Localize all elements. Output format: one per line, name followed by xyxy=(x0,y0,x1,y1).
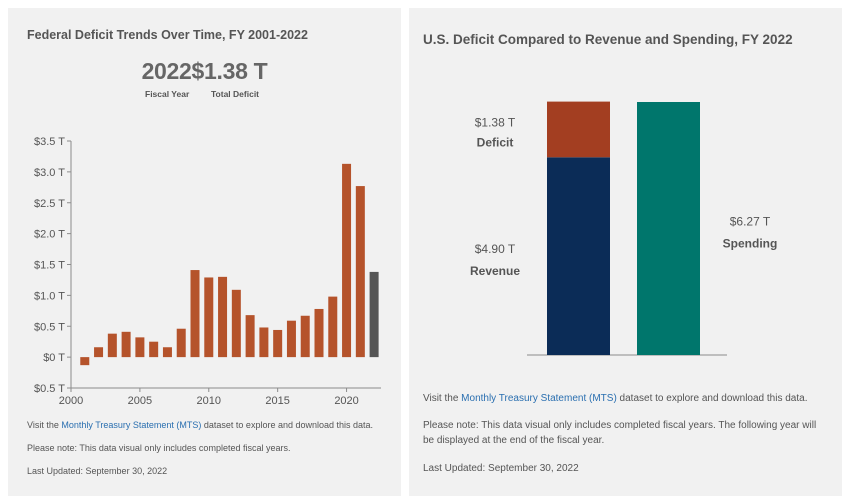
deficit-trends-title: Federal Deficit Trends Over Time, FY 200… xyxy=(27,28,308,42)
deficit-bar-2020 xyxy=(342,163,352,358)
deficit-bar-2012 xyxy=(231,289,241,358)
y-tick-label: $0 T xyxy=(43,352,65,364)
deficit-bar-2008 xyxy=(176,328,186,358)
completed-years-note: Please note: This data visual only inclu… xyxy=(27,443,291,453)
deficit-bar-2001 xyxy=(80,357,90,366)
y-tick-label: $1.0 T xyxy=(34,290,65,302)
x-tick-label: 2005 xyxy=(128,395,152,407)
deficit-comparison-title: U.S. Deficit Compared to Revenue and Spe… xyxy=(423,32,793,47)
deficit-bar-2006 xyxy=(149,341,159,358)
deficit-bar-2002 xyxy=(94,347,104,358)
deficit-name-label: Deficit xyxy=(477,135,514,149)
headline-value: 2022$1.38 T xyxy=(8,58,401,85)
deficit-comparison-chart: $1.38 T Deficit $4.90 T Revenue $6.27 T Spend… xyxy=(470,101,778,356)
y-tick-label: $3.5 T xyxy=(34,136,65,148)
y-tick-label: $0.5 T xyxy=(34,383,65,395)
deficit-bar-2022 xyxy=(369,271,379,358)
spending-name-label: Spending xyxy=(723,237,778,251)
deficit-bar-2004 xyxy=(121,331,131,358)
deficit-bar xyxy=(547,101,610,158)
headline-year: 2022 xyxy=(141,58,192,84)
deficit-bar-2018 xyxy=(314,308,324,358)
deficit-bar-2014 xyxy=(259,327,269,358)
last-updated: Last Updated: September 30, 2022 xyxy=(27,466,168,476)
y-tick-label: $0.5 T xyxy=(34,321,65,333)
deficit-bar-2016 xyxy=(286,320,296,358)
completed-years-note-right: Please note: This data visual only inclu… xyxy=(423,420,817,446)
deficit-bar-2009 xyxy=(190,270,200,358)
deficit-bar-2013 xyxy=(245,315,255,358)
revenue-name-label: Revenue xyxy=(470,264,520,278)
mts-link-right[interactable]: Monthly Treasury Statement (MTS) xyxy=(461,393,617,404)
x-tick-label: 2000 xyxy=(59,395,83,407)
x-tick-label: 2015 xyxy=(265,395,289,407)
mts-note-right: Visit the Monthly Treasury Statement (MT… xyxy=(423,393,808,404)
headline-total: $1.38 T xyxy=(191,58,268,84)
spending-bar xyxy=(637,102,700,355)
deficit-bar-2019 xyxy=(328,296,338,358)
deficit-bar-2021 xyxy=(355,186,365,358)
mts-link[interactable]: Monthly Treasury Statement (MTS) xyxy=(61,420,202,430)
last-updated-right: Last Updated: September 30, 2022 xyxy=(423,463,579,474)
deficit-trends-panel: Federal Deficit Trends Over Time, FY 200… xyxy=(8,8,401,496)
deficit-bar-2011 xyxy=(218,276,228,358)
x-tick-label: 2010 xyxy=(197,395,221,407)
y-tick-label: $3.0 T xyxy=(34,167,65,179)
deficit-bar-2015 xyxy=(273,329,283,358)
deficit-bar-2007 xyxy=(162,347,172,358)
deficit-bar-2003 xyxy=(107,333,117,358)
y-tick-label: $1.5 T xyxy=(34,260,65,272)
mts-note: Visit the Monthly Treasury Statement (MT… xyxy=(27,420,374,430)
x-tick-label: 2020 xyxy=(334,395,358,407)
total-deficit-label: Total Deficit xyxy=(211,89,260,99)
y-tick-label: $2.5 T xyxy=(34,198,65,210)
revenue-value-label: $4.90 T xyxy=(475,242,516,256)
spending-value-label: $6.27 T xyxy=(730,215,771,229)
deficit-comparison-panel: U.S. Deficit Compared to Revenue and Spe… xyxy=(409,8,842,496)
deficit-bar-2017 xyxy=(300,315,310,358)
revenue-bar xyxy=(547,157,610,355)
deficit-trends-chart: $0.5 T $0 T $0.5 T $1.0 T $1.5 T $2.0 T $2.5 T… xyxy=(34,136,381,407)
fiscal-year-label: Fiscal Year xyxy=(145,89,190,99)
deficit-bar-2005 xyxy=(135,337,145,358)
deficit-value-label: $1.38 T xyxy=(475,115,516,129)
deficit-bar-2010 xyxy=(204,277,214,358)
y-tick-label: $2.0 T xyxy=(34,229,65,241)
